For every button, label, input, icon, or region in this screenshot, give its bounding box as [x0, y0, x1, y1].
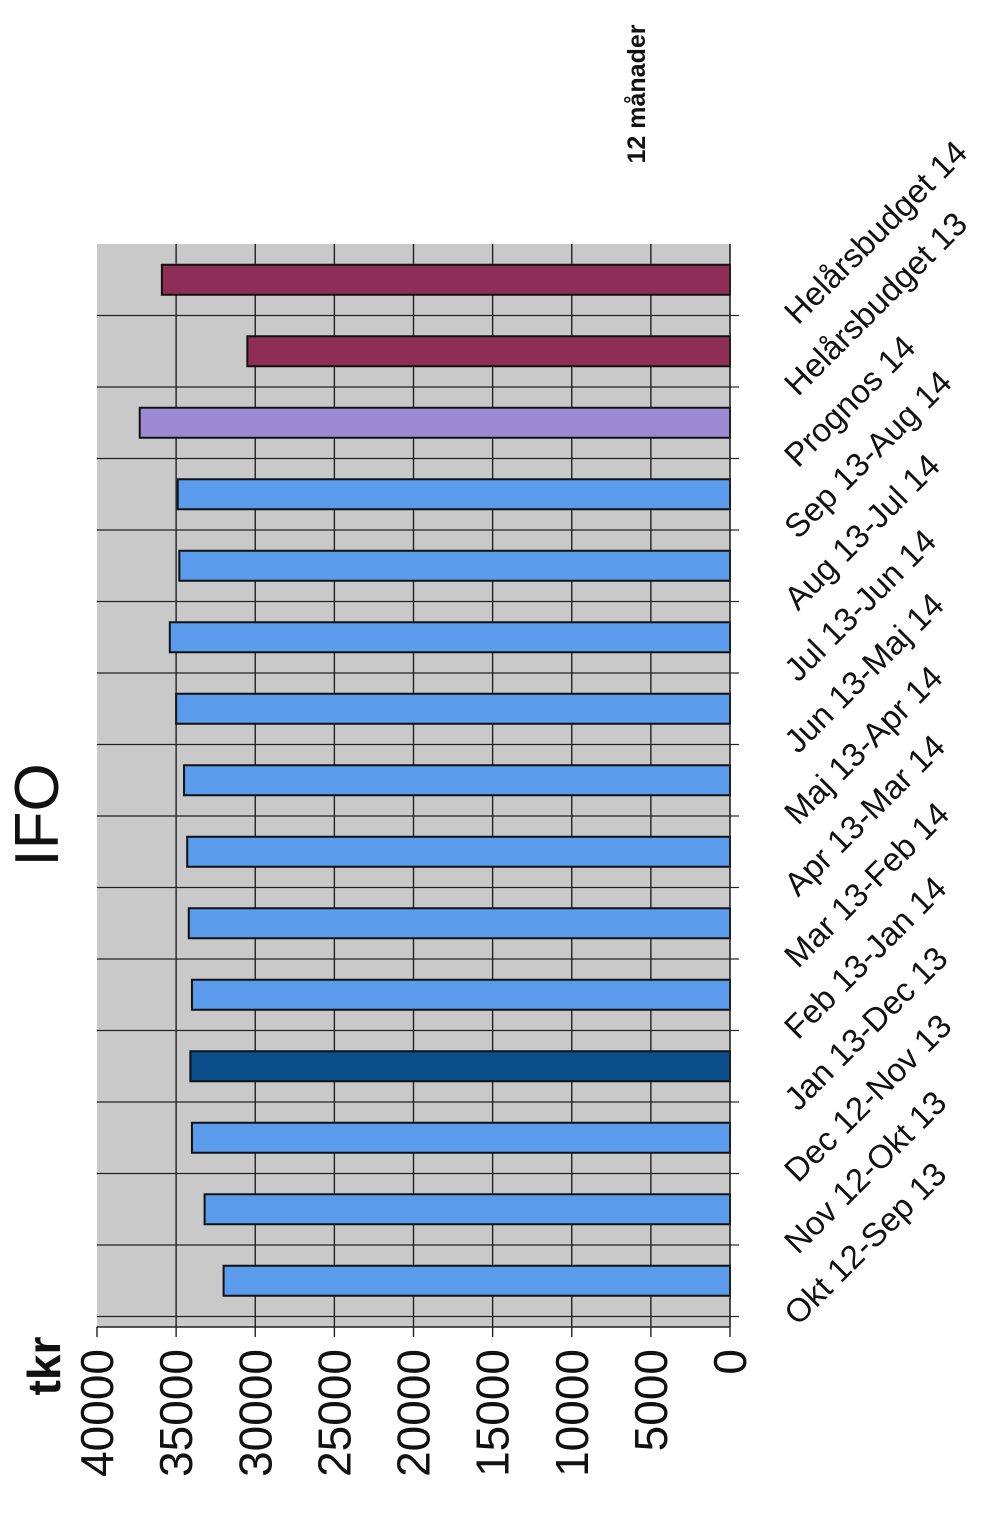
bar-7	[183, 764, 732, 797]
bars	[138, 263, 732, 1297]
axes	[96, 244, 739, 1337]
bar-2	[190, 1121, 731, 1154]
value-tick-label-25000: 25000	[308, 1349, 360, 1477]
value-tick-label-20000: 20000	[388, 1349, 440, 1477]
bar-5	[187, 907, 732, 940]
value-tick-label-5000: 5000	[625, 1349, 677, 1451]
bar-13	[246, 335, 731, 368]
unit-label: tkr	[18, 1337, 70, 1396]
value-tick-label-35000: 35000	[150, 1349, 202, 1477]
bar-9	[168, 621, 732, 654]
bar-1	[203, 1193, 732, 1226]
bar-10	[178, 549, 732, 582]
bar-8	[175, 692, 731, 725]
bar-0	[222, 1264, 731, 1297]
value-tick-labels: 0 5000 10000 15000 20000 25000 30000 35000 40000	[71, 1349, 756, 1477]
bar-11	[176, 478, 731, 511]
bar-4	[190, 978, 731, 1011]
bar-14	[160, 263, 731, 296]
bar-6	[186, 835, 731, 868]
value-tick-label-30000: 30000	[229, 1349, 281, 1477]
bar-12	[138, 406, 732, 439]
value-tick-label-40000: 40000	[71, 1349, 123, 1477]
chart-title: IFO	[3, 763, 72, 866]
period-note: 12 månader	[623, 24, 651, 163]
value-tick-label-10000: 10000	[546, 1349, 598, 1477]
value-tick-label-0: 0	[704, 1349, 756, 1375]
value-tick-label-15000: 15000	[467, 1349, 519, 1477]
bar-3	[189, 1050, 731, 1083]
